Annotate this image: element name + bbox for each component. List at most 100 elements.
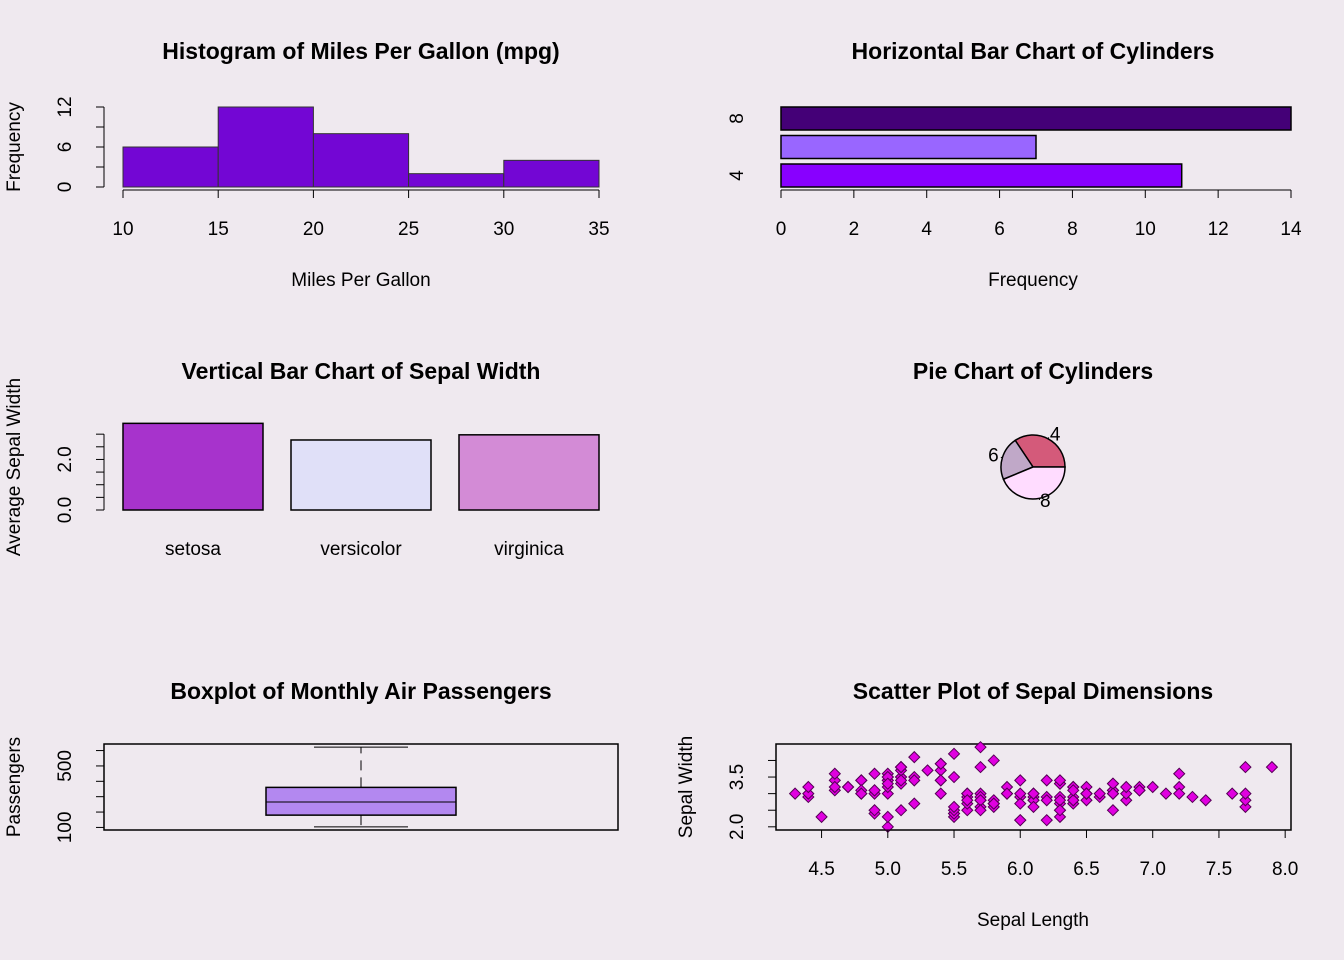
point <box>788 787 802 800</box>
point <box>987 797 1000 810</box>
histogram-bar <box>217 106 314 188</box>
histogram-bar <box>122 146 219 188</box>
point <box>1172 787 1186 800</box>
x-axis-label: Miles Per Gallon <box>291 270 430 291</box>
chart-title: Pie Chart of Cylinders <box>913 358 1153 384</box>
point <box>947 770 961 784</box>
y-tick-label: 100 <box>55 812 76 844</box>
point <box>1067 794 1080 807</box>
y-axis-label: Sepal Width <box>676 736 697 838</box>
point <box>1133 784 1146 797</box>
x-tick-label: 35 <box>588 219 609 240</box>
x-tick-label: 15 <box>208 219 229 240</box>
point <box>1120 787 1133 800</box>
bar <box>458 434 600 511</box>
point <box>855 787 868 800</box>
point <box>894 804 908 817</box>
point <box>1239 787 1252 800</box>
x-axis-label: Frequency <box>988 270 1078 291</box>
x-tick-label: 14 <box>1280 219 1302 240</box>
x-tick-label: 6 <box>994 219 1005 240</box>
point <box>868 784 881 797</box>
pie-slice <box>1002 466 1066 500</box>
point <box>1239 760 1252 774</box>
point <box>947 800 961 814</box>
bar <box>780 163 1183 188</box>
point <box>881 810 895 824</box>
x-tick-label: 5.0 <box>875 859 901 880</box>
y-tick-label: 4 <box>727 170 748 181</box>
x-tick-label: 7.5 <box>1206 859 1232 880</box>
y-tick-label: 2.0 <box>727 814 748 840</box>
point <box>1146 780 1159 794</box>
point <box>974 804 987 817</box>
chart-title: Histogram of Miles Per Gallon (mpg) <box>162 38 559 64</box>
bar <box>780 134 1037 160</box>
point <box>974 760 987 774</box>
point <box>1106 804 1120 817</box>
x-tick-label: 25 <box>398 219 419 240</box>
point <box>1106 787 1120 800</box>
point <box>1014 787 1027 800</box>
point <box>1040 794 1053 807</box>
point <box>1159 787 1173 800</box>
point <box>1080 787 1093 800</box>
point <box>1040 813 1053 827</box>
point <box>1067 784 1080 797</box>
y-axis-label: Passengers <box>4 737 25 837</box>
chart-title: Scatter Plot of Sepal Dimensions <box>853 678 1213 704</box>
point <box>828 780 842 794</box>
point <box>1120 780 1133 794</box>
pie-label-line <box>1047 437 1050 440</box>
y-tick-label: 500 <box>55 750 76 782</box>
bar <box>290 439 432 511</box>
x-tick-label: 0 <box>776 219 787 240</box>
point <box>921 764 934 777</box>
point <box>1093 787 1106 800</box>
y-tick-label: 6 <box>55 142 76 153</box>
point <box>1000 787 1014 800</box>
bar <box>122 422 264 511</box>
point <box>908 750 921 764</box>
histogram-bar <box>503 159 600 188</box>
x-tick-label: 8 <box>1067 219 1078 240</box>
point <box>1040 774 1053 787</box>
point <box>1120 794 1133 807</box>
point <box>1199 794 1212 807</box>
x-tick-label: setosa <box>165 539 221 560</box>
histogram-bar <box>408 173 505 188</box>
x-tick-label: versicolor <box>320 539 402 560</box>
x-tick-label: 10 <box>112 219 133 240</box>
chart-title: Vertical Bar Chart of Sepal Width <box>182 358 541 384</box>
point <box>1239 800 1252 814</box>
point <box>1225 787 1239 800</box>
point <box>987 754 1000 767</box>
point <box>1080 794 1093 807</box>
point <box>868 767 881 780</box>
x-tick-label: 6.5 <box>1073 859 1099 880</box>
pie-label: 4 <box>1050 424 1061 445</box>
chart-title: Boxplot of Monthly Air Passengers <box>170 678 551 704</box>
point <box>1014 797 1027 810</box>
histogram-bar <box>312 133 410 188</box>
x-tick-label: 4 <box>921 219 932 240</box>
point <box>881 777 895 790</box>
x-tick-label: virginica <box>494 539 564 560</box>
point <box>1053 774 1067 787</box>
x-tick-label: 30 <box>493 219 514 240</box>
point <box>894 774 908 787</box>
point <box>802 787 815 800</box>
y-tick-label: 3.5 <box>727 764 748 790</box>
point <box>1053 804 1067 817</box>
point <box>1172 767 1186 780</box>
chart-title: Horizontal Bar Chart of Cylinders <box>852 38 1215 64</box>
point <box>1053 810 1067 824</box>
point <box>934 787 947 800</box>
y-tick-label: 12 <box>55 96 76 117</box>
bar <box>780 106 1292 131</box>
x-tick-label: 10 <box>1135 219 1156 240</box>
point <box>1186 790 1199 804</box>
point <box>868 804 881 817</box>
point <box>961 804 974 817</box>
